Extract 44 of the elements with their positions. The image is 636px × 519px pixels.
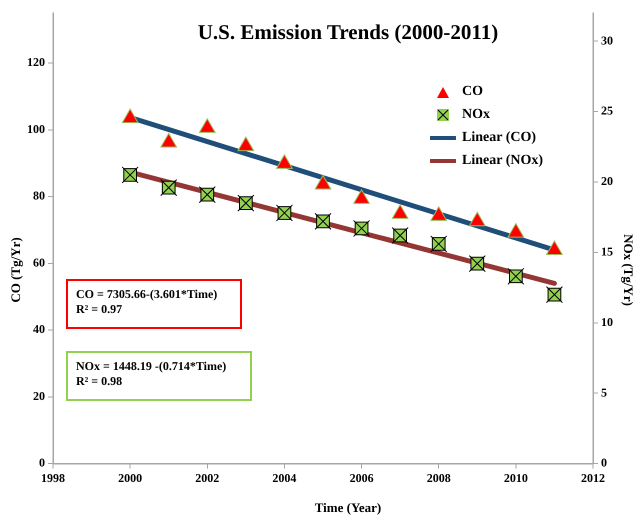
y2-tick-label: 10 (601, 314, 613, 329)
chart-title: U.S. Emission Trends (2000-2011) (198, 20, 498, 44)
y2-tick-label: 20 (601, 174, 613, 188)
point (238, 136, 254, 152)
x-tick-label: 2010 (504, 470, 528, 485)
y-tick-label: 100 (27, 122, 45, 136)
annotation: NOx = 1448.19 -(0.714*Time) R² = 0.98 (66, 351, 252, 401)
point (392, 204, 408, 219)
y-axis-title: CO (Tg/Yr) (8, 237, 24, 303)
x-tick-label: 2008 (426, 470, 451, 485)
legend-label: Linear (CO) (462, 130, 536, 146)
point (160, 133, 178, 148)
y-tick-label: 0 (39, 456, 45, 470)
x-tick-label: 2002 (195, 470, 220, 485)
y-tick-label: 20 (33, 388, 45, 403)
y-tick-label: 120 (27, 55, 45, 70)
x-axis-title: Time (Year) (314, 500, 382, 516)
y-tick-label: 40 (33, 322, 45, 336)
x-tick-label: 2000 (118, 470, 142, 485)
point (198, 118, 216, 133)
y2-tick-label: 5 (601, 385, 607, 400)
y2-tick-label: 15 (601, 244, 613, 258)
x-tick-label: 2004 (272, 470, 296, 485)
y-tick-label: 80 (33, 188, 45, 203)
point (508, 223, 524, 238)
x-tick-label: 2012 (581, 470, 605, 485)
y-tick-label: 60 (33, 255, 45, 270)
point (353, 189, 370, 204)
point (122, 108, 138, 124)
legend-label: CO (462, 84, 483, 100)
legend-label: Linear (NOx) (462, 152, 544, 168)
point (430, 206, 448, 221)
point (314, 175, 332, 190)
y2-tick-label: 25 (601, 104, 613, 118)
x-tick-label: 1998 (41, 470, 65, 485)
legend-label: NOx (462, 106, 490, 122)
annotation: CO = 7305.66-(3.601*Time) R² = 0.97 (66, 279, 242, 329)
point (546, 240, 563, 255)
y2-tick-label: 0 (601, 456, 607, 470)
point (468, 212, 486, 226)
y2-axis-title: NOx (Tg/Yr) (620, 234, 636, 306)
x-tick-label: 2006 (350, 470, 374, 485)
point (276, 154, 293, 169)
y2-tick-label: 30 (601, 33, 613, 48)
